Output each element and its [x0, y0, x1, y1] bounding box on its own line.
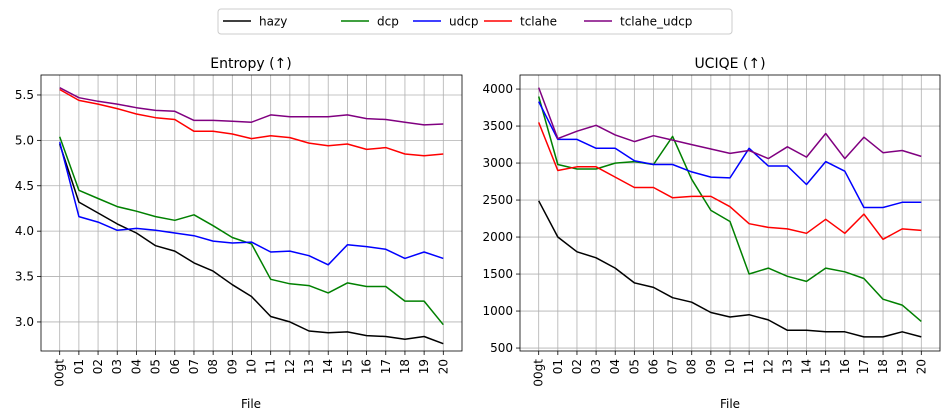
series-line-dcp — [58, 136, 444, 326]
series-line-hazy — [58, 143, 444, 345]
x-tick-label: 04 — [608, 359, 622, 374]
legend-entry-dcp: dcp — [341, 15, 399, 29]
x-tick-label: 06 — [168, 359, 182, 374]
x-tick-label: 04 — [129, 359, 143, 374]
chart-title: UCIQE (↑) — [694, 56, 765, 72]
x-tick-label: 06 — [646, 359, 660, 374]
x-tick-label: 11 — [264, 359, 278, 374]
x-tick-label: 12 — [761, 359, 775, 374]
x-tick-label: 17 — [379, 359, 393, 374]
series-line-udcp — [538, 101, 922, 209]
y-tick-label: 4000 — [482, 82, 513, 96]
y-tick-label: 4.5 — [15, 179, 34, 193]
legend-entry-hazy: hazy — [223, 15, 287, 29]
x-tick-label: 03 — [110, 359, 124, 374]
x-tick-label: 18 — [876, 359, 890, 374]
legend-label-tclahe: tclahe — [520, 15, 557, 29]
x-tick-label: 02 — [91, 359, 105, 374]
series-line-dcp — [537, 96, 922, 322]
x-tick-label: 03 — [589, 359, 603, 374]
x-tick-label: 08 — [685, 359, 699, 374]
x-tick-label: 15 — [819, 359, 833, 374]
x-tick-label: 18 — [398, 359, 412, 374]
x-tick-label: 16 — [360, 359, 374, 374]
y-tick-label: 1000 — [482, 304, 513, 318]
x-tick-label: 20 — [914, 359, 928, 374]
chart-panel-2: 500 1000 1500 2000 2500 3000 3500 4000 00gt 01 02 0… — [482, 56, 941, 411]
x-tick-label: 07 — [187, 359, 201, 374]
x-tick-label: 13 — [780, 359, 794, 374]
x-tick-label: 16 — [838, 359, 852, 374]
x-tick-label: 10 — [245, 359, 259, 374]
x-tick-label: 10 — [723, 359, 737, 374]
series-line-udcp — [58, 142, 444, 266]
x-tick-label: 19 — [895, 359, 909, 374]
y-tick-label: 1500 — [482, 267, 513, 281]
legend: hazy dcp udcp tclahe tclahe_udcp — [217, 8, 733, 35]
legend-label-tclahe_udcp: tclahe_udcp — [620, 15, 692, 29]
legend-entry-tclahe: tclahe — [484, 15, 557, 29]
x-tick-label: 17 — [857, 359, 871, 374]
series-line-tclahe — [538, 122, 922, 241]
x-tick-label: 14 — [321, 359, 335, 374]
x-axis-label: File — [720, 397, 740, 411]
y-tick-label: 500 — [490, 341, 513, 355]
y-tick-label: 2500 — [482, 193, 513, 207]
x-tick-label: 19 — [417, 359, 431, 374]
x-tick-label: 20 — [436, 359, 450, 374]
x-tick-label: 07 — [666, 359, 680, 374]
y-tick-label: 2000 — [482, 230, 513, 244]
y-tick-label: 3.0 — [15, 315, 34, 329]
x-tick-label: 09 — [225, 359, 239, 374]
series-line-hazy — [538, 200, 922, 338]
x-tick-label: 00gt — [532, 359, 546, 387]
x-tick-label: 05 — [627, 359, 641, 374]
x-tick-label: 11 — [742, 359, 756, 374]
y-tick-label: 3000 — [482, 156, 513, 170]
legend-entry-udcp: udcp — [413, 15, 478, 29]
y-tick-label: 3.5 — [15, 270, 34, 284]
legend-label-dcp: dcp — [377, 15, 399, 29]
legend-label-hazy: hazy — [259, 15, 287, 29]
x-tick-label: 13 — [302, 359, 316, 374]
legend-entry-tclahe_udcp: tclahe_udcp — [584, 15, 692, 29]
grid-lines — [41, 75, 462, 351]
chart-panel-1: 3.0 3.5 4.0 4.5 5.0 5.5 00gt 01 02 03 04 05 06 07 08 09… — [15, 56, 463, 411]
grid-lines — [520, 75, 940, 351]
x-tick-label: 01 — [551, 359, 565, 374]
chart-title: Entropy (↑) — [210, 56, 292, 72]
x-axis-label: File — [241, 397, 261, 411]
y-tick-label: 4.0 — [15, 224, 34, 238]
series-line-tclahe_udcp — [59, 87, 444, 126]
x-tick-label: 15 — [340, 359, 354, 374]
series-line-tclahe — [59, 88, 444, 157]
x-tick-label: 14 — [800, 359, 814, 374]
legend-label-udcp: udcp — [449, 15, 478, 29]
y-tick-label: 3500 — [482, 119, 513, 133]
x-tick-label: 02 — [570, 359, 584, 374]
legend-frame — [217, 8, 733, 35]
x-tick-label: 01 — [72, 359, 86, 374]
x-tick-label: 05 — [149, 359, 163, 374]
series-line-tclahe_udcp — [537, 87, 922, 160]
x-tick-label: 00gt — [53, 359, 67, 387]
x-tick-label: 12 — [283, 359, 297, 374]
x-tick-label: 08 — [206, 359, 220, 374]
x-tick-label: 09 — [704, 359, 718, 374]
y-tick-label: 5.0 — [15, 133, 34, 147]
y-tick-label: 5.5 — [15, 88, 34, 102]
